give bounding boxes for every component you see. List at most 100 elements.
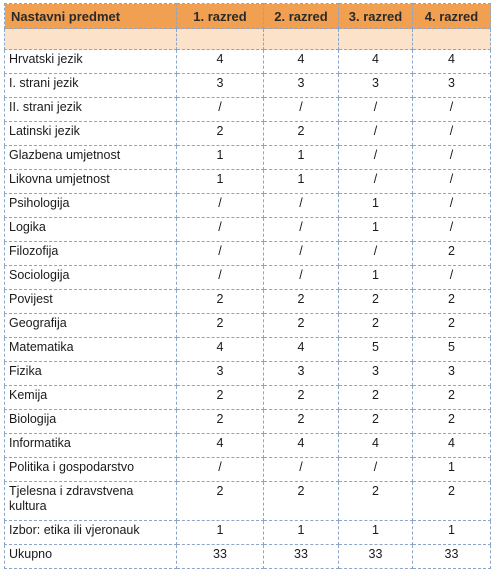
subject-cell: Likovna umjetnost bbox=[4, 169, 177, 194]
hours-cell-grade-2: / bbox=[263, 457, 339, 482]
hours-cell-grade-3: 4 bbox=[338, 433, 413, 458]
subject-cell: Psihologija bbox=[4, 193, 177, 218]
subject-cell: Ukupno bbox=[4, 544, 177, 569]
hours-cell-grade-4: / bbox=[412, 193, 491, 218]
header-grade-4: 4. razred bbox=[412, 3, 491, 29]
subject-cell: Povijest bbox=[4, 289, 177, 314]
hours-cell-grade-3: 2 bbox=[338, 289, 413, 314]
hours-cell-grade-2: / bbox=[263, 217, 339, 242]
hours-cell-grade-3: / bbox=[338, 145, 413, 170]
subject-cell: Izbor: etika ili vjeronauk bbox=[4, 520, 177, 545]
header-subject: Nastavni predmet bbox=[4, 3, 177, 29]
hours-cell-grade-3: / bbox=[338, 241, 413, 266]
subject-cell: II. strani jezik bbox=[4, 97, 177, 122]
table-row: Geografija 2 2 2 2 bbox=[4, 313, 491, 338]
hours-cell-grade-4: 2 bbox=[412, 409, 491, 434]
spacer-cell bbox=[263, 28, 339, 50]
hours-cell-grade-2: / bbox=[263, 97, 339, 122]
subject-cell: Matematika bbox=[4, 337, 177, 362]
table-row: Glazbena umjetnost 1 1// bbox=[4, 145, 491, 170]
table-row: Logika //1/ bbox=[4, 217, 491, 242]
hours-cell-grade-1: 2 bbox=[176, 313, 264, 338]
hours-cell-grade-2: 4 bbox=[263, 433, 339, 458]
subject-cell: Sociologija bbox=[4, 265, 177, 290]
subject-cell: Logika bbox=[4, 217, 177, 242]
hours-cell-grade-4: / bbox=[412, 145, 491, 170]
table-row: Biologija 2 2 2 2 bbox=[4, 409, 491, 434]
hours-cell-grade-3: / bbox=[338, 97, 413, 122]
hours-cell-grade-1: / bbox=[176, 193, 264, 218]
hours-cell-grade-3: 3 bbox=[338, 361, 413, 386]
hours-cell-grade-2: 2 bbox=[263, 481, 339, 521]
hours-cell-grade-4: 3 bbox=[412, 361, 491, 386]
hours-cell-grade-1: 2 bbox=[176, 121, 264, 146]
hours-cell-grade-4: / bbox=[412, 97, 491, 122]
header-grade-2: 2. razred bbox=[263, 3, 339, 29]
hours-cell-grade-1: 2 bbox=[176, 409, 264, 434]
hours-cell-grade-2: 4 bbox=[263, 49, 339, 74]
hours-cell-grade-4: 2 bbox=[412, 241, 491, 266]
hours-cell-grade-1: 2 bbox=[176, 385, 264, 410]
hours-cell-grade-2: / bbox=[263, 241, 339, 266]
hours-cell-grade-4: / bbox=[412, 217, 491, 242]
table-row: Psihologija //1/ bbox=[4, 193, 491, 218]
hours-cell-grade-3: 1 bbox=[338, 265, 413, 290]
hours-cell-grade-4: 2 bbox=[412, 385, 491, 410]
table-row: Izbor: etika ili vjeronauk 1 1 1 1 bbox=[4, 520, 491, 545]
hours-cell-grade-2: 1 bbox=[263, 145, 339, 170]
subject-cell: I. strani jezik bbox=[4, 73, 177, 98]
hours-cell-grade-4: / bbox=[412, 265, 491, 290]
table-row: Hrvatski jezik 4 4 4 4 bbox=[4, 49, 491, 74]
subject-cell: Tjelesna i zdravstvena kultura bbox=[4, 481, 177, 521]
hours-cell-grade-3: 5 bbox=[338, 337, 413, 362]
subject-cell: Glazbena umjetnost bbox=[4, 145, 177, 170]
hours-cell-grade-3: 1 bbox=[338, 193, 413, 218]
hours-cell-grade-4: 4 bbox=[412, 433, 491, 458]
hours-cell-grade-4: 2 bbox=[412, 481, 491, 521]
hours-cell-grade-1: 1 bbox=[176, 169, 264, 194]
table-row: Matematika 4 4 5 5 bbox=[4, 337, 491, 362]
hours-cell-grade-4: / bbox=[412, 169, 491, 194]
hours-cell-grade-1: 3 bbox=[176, 73, 264, 98]
hours-cell-grade-3: 33 bbox=[338, 544, 413, 569]
hours-cell-grade-2: 2 bbox=[263, 121, 339, 146]
hours-cell-grade-1: 33 bbox=[176, 544, 264, 569]
table-row: II. strani jezik / / / / bbox=[4, 97, 491, 122]
hours-cell-grade-3: 4 bbox=[338, 49, 413, 74]
hours-cell-grade-2: 1 bbox=[263, 169, 339, 194]
hours-cell-grade-2: 3 bbox=[263, 361, 339, 386]
hours-cell-grade-1: / bbox=[176, 457, 264, 482]
table-row: Latinski jezik 2 2// bbox=[4, 121, 491, 146]
table-row: Tjelesna i zdravstvena kultura 2 2 2 2 bbox=[4, 481, 491, 521]
hours-cell-grade-2: 33 bbox=[263, 544, 339, 569]
hours-cell-grade-4: 5 bbox=[412, 337, 491, 362]
hours-cell-grade-3: 1 bbox=[338, 520, 413, 545]
hours-cell-grade-2: 3 bbox=[263, 73, 339, 98]
hours-cell-grade-3: 2 bbox=[338, 313, 413, 338]
hours-cell-grade-4: 33 bbox=[412, 544, 491, 569]
subject-cell: Politika i gospodarstvo bbox=[4, 457, 177, 482]
table-row: Likovna umjetnost 1 1// bbox=[4, 169, 491, 194]
spacer-cell bbox=[338, 28, 413, 50]
hours-cell-grade-3: 2 bbox=[338, 385, 413, 410]
spacer-row bbox=[4, 28, 491, 50]
hours-cell-grade-4: 1 bbox=[412, 520, 491, 545]
hours-cell-grade-1: 1 bbox=[176, 520, 264, 545]
hours-cell-grade-3: 2 bbox=[338, 481, 413, 521]
hours-cell-grade-2: 2 bbox=[263, 289, 339, 314]
hours-cell-grade-1: 3 bbox=[176, 361, 264, 386]
hours-cell-grade-4: 4 bbox=[412, 49, 491, 74]
hours-cell-grade-4: 2 bbox=[412, 289, 491, 314]
subject-cell: Informatika bbox=[4, 433, 177, 458]
table-row: Povijest 2 2 2 2 bbox=[4, 289, 491, 314]
subject-cell: Fizika bbox=[4, 361, 177, 386]
table-row: Sociologija //1/ bbox=[4, 265, 491, 290]
hours-cell-grade-4: 1 bbox=[412, 457, 491, 482]
table-row: Ukupno 33 33 33 33 bbox=[4, 544, 491, 569]
hours-cell-grade-1: 1 bbox=[176, 145, 264, 170]
hours-cell-grade-2: 2 bbox=[263, 385, 339, 410]
hours-cell-grade-1: / bbox=[176, 265, 264, 290]
table-row: Fizika 3 3 3 3 bbox=[4, 361, 491, 386]
subject-cell: Latinski jezik bbox=[4, 121, 177, 146]
hours-cell-grade-4: / bbox=[412, 121, 491, 146]
